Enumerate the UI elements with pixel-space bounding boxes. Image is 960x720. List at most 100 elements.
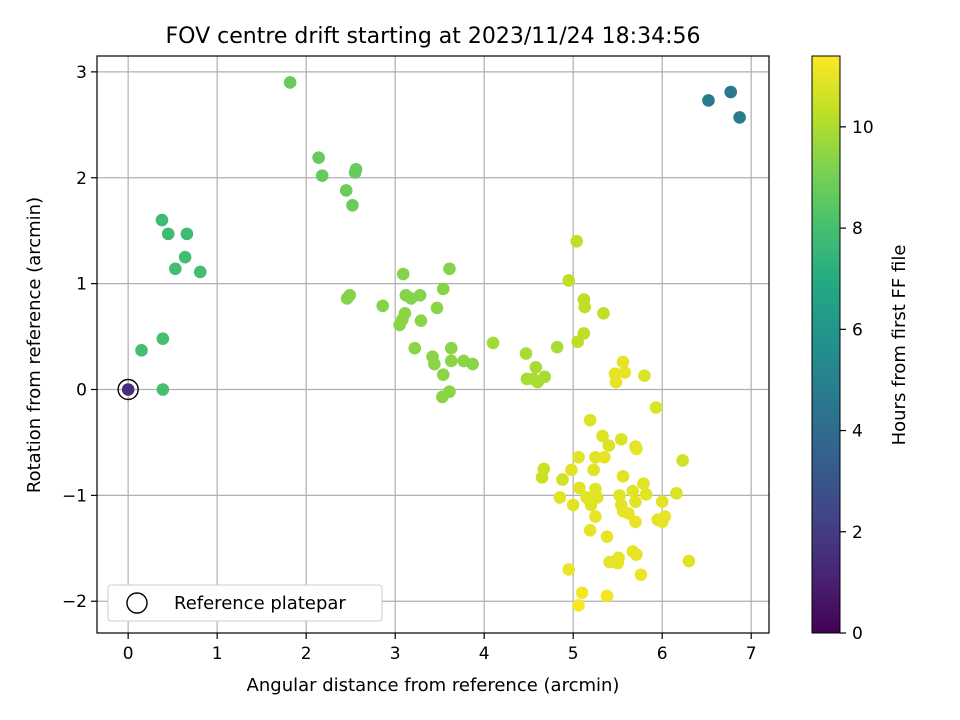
x-tick-label: 6: [657, 644, 668, 664]
data-point: [630, 548, 643, 561]
colorbar-tick-label: 4: [852, 422, 863, 442]
colorbar-tick-label: 10: [852, 118, 874, 138]
data-point: [587, 463, 600, 477]
y-tick-label: 0: [76, 380, 87, 400]
data-point: [339, 184, 353, 197]
data-point: [634, 568, 648, 582]
data-point: [393, 318, 406, 332]
data-point: [156, 332, 170, 345]
colorbar-tick-label: 2: [852, 523, 863, 543]
data-point: [616, 470, 630, 483]
data-point: [408, 341, 422, 355]
data-point: [376, 299, 390, 313]
data-point: [135, 344, 148, 357]
data-point: [609, 375, 623, 389]
data-point: [583, 524, 597, 537]
data-point: [649, 401, 663, 414]
data-point: [637, 477, 650, 491]
data-point: [566, 498, 580, 512]
data-point: [430, 301, 444, 315]
data-point: [169, 262, 182, 276]
x-axis-label: Angular distance from reference (arcmin): [247, 675, 620, 696]
data-point: [598, 450, 611, 464]
data-point: [613, 489, 626, 502]
x-tick-label: 2: [301, 644, 312, 664]
legend: Reference platepar: [107, 584, 383, 622]
data-point: [436, 282, 450, 296]
data-point: [535, 471, 549, 484]
y-axis-ticks: −2 −1 0 1 2 3: [62, 63, 97, 612]
x-tick-label: 0: [123, 644, 134, 664]
data-point: [589, 450, 602, 464]
data-point: [638, 369, 651, 383]
reference-point: [121, 383, 135, 396]
y-tick-label: 1: [76, 275, 87, 295]
data-point: [572, 599, 585, 612]
data-point: [572, 450, 585, 464]
colorbar-ticks: 0 2 4 6 8 10: [840, 118, 874, 644]
data-point: [629, 515, 642, 529]
data-point: [630, 442, 643, 456]
data-point: [565, 463, 578, 477]
data-point: [428, 357, 441, 371]
data-point: [348, 166, 362, 179]
data-point: [396, 267, 410, 281]
data-point: [443, 262, 456, 276]
colorbar-tick-label: 6: [852, 320, 863, 340]
x-tick-label: 4: [479, 644, 490, 664]
data-point: [562, 563, 576, 576]
data-point: [670, 486, 683, 500]
reference-ring: [117, 378, 139, 401]
data-point: [553, 491, 567, 504]
colorbar: [811, 55, 841, 634]
y-tick-label: 2: [76, 169, 87, 189]
data-point: [444, 341, 458, 355]
grid: [97, 56, 769, 633]
colorbar-tick-label: 0: [852, 624, 863, 644]
data-point: [562, 274, 576, 287]
x-tick-label: 7: [746, 644, 757, 664]
data-point: [597, 306, 610, 320]
y-tick-label: 3: [76, 63, 87, 83]
data-point: [676, 454, 689, 467]
data-point: [343, 288, 357, 302]
data-point: [414, 314, 428, 327]
y-axis-label: Rotation from reference (arcmin): [24, 197, 45, 493]
x-axis-ticks: 0 1 2 3 4 5 6 7: [123, 633, 757, 664]
data-point: [596, 429, 609, 443]
data-point: [702, 94, 715, 107]
plot-frame: [96, 55, 770, 634]
y-tick-label: −1: [62, 486, 87, 506]
data-point: [570, 234, 584, 248]
data-point: [658, 510, 672, 523]
data-point: [155, 213, 169, 227]
data-point: [575, 586, 589, 600]
data-point: [583, 413, 597, 427]
data-point: [193, 265, 207, 279]
x-tick-label: 5: [568, 644, 579, 664]
y-tick-label: −2: [62, 592, 87, 612]
data-point: [600, 589, 614, 603]
data-point: [529, 360, 543, 374]
legend-marker: [126, 592, 148, 614]
data-point: [556, 473, 569, 486]
data-point: [571, 335, 584, 349]
chart-title: FOV centre drift starting at 2023/11/24 …: [166, 24, 701, 49]
data-point: [602, 439, 616, 452]
data-point: [584, 498, 598, 512]
data-point: [519, 347, 533, 360]
data-point: [626, 484, 640, 498]
data-point: [724, 85, 738, 99]
data-point: [466, 357, 479, 371]
data-point: [444, 354, 458, 368]
data-point: [622, 507, 635, 520]
data-point: [600, 530, 614, 543]
data-point: [550, 340, 564, 354]
data-point: [486, 336, 500, 350]
data-point: [315, 169, 329, 182]
data-point: [682, 554, 696, 568]
data-point: [283, 76, 297, 89]
data-point: [180, 227, 194, 241]
data-point: [611, 556, 624, 570]
